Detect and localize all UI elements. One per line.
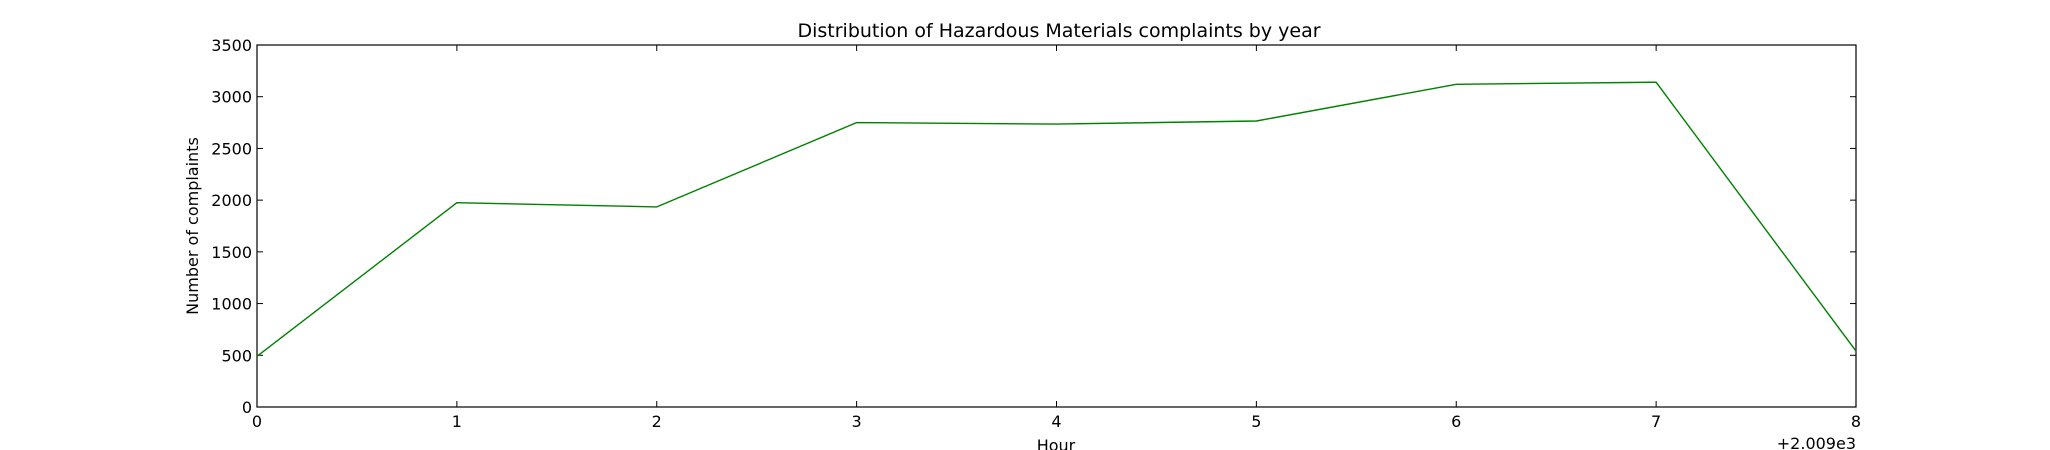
x-tick-label: 0	[252, 412, 262, 431]
x-tick-label: 6	[1451, 412, 1461, 431]
plot-frame	[256, 44, 1857, 408]
x-axis-ticks: 0 1 2 3 4 5 6 7 8	[252, 45, 1861, 431]
x-tick-label: 8	[1851, 412, 1861, 431]
x-offset-label: +2.009e3	[1777, 434, 1856, 450]
y-tick-label: 0	[242, 398, 252, 417]
chart-title: Distribution of Hazardous Materials comp…	[797, 20, 1320, 42]
y-tick-label: 2000	[211, 191, 252, 210]
x-tick-label: 2	[652, 412, 662, 431]
y-tick-label: 3000	[211, 88, 252, 107]
y-axis-label: Number of complaints	[183, 137, 202, 315]
y-tick-label: 1000	[211, 295, 252, 314]
x-tick-label: 3	[852, 412, 862, 431]
y-axis-ticks: 0 500 1000 1500 2000 2500 3000 3500	[211, 36, 1856, 417]
y-tick-label: 3500	[211, 36, 252, 55]
x-tick-label: 7	[1651, 412, 1661, 431]
x-tick-label: 4	[1051, 412, 1061, 431]
y-tick-label: 500	[221, 346, 252, 365]
x-tick-label: 5	[1251, 412, 1261, 431]
series-lines	[256, 81, 1857, 357]
y-tick-label: 1500	[211, 243, 252, 262]
series-line	[256, 81, 1857, 357]
y-tick-label: 2500	[211, 139, 252, 158]
x-tick-label: 1	[452, 412, 462, 431]
x-axis-label: Hour	[1037, 436, 1076, 450]
